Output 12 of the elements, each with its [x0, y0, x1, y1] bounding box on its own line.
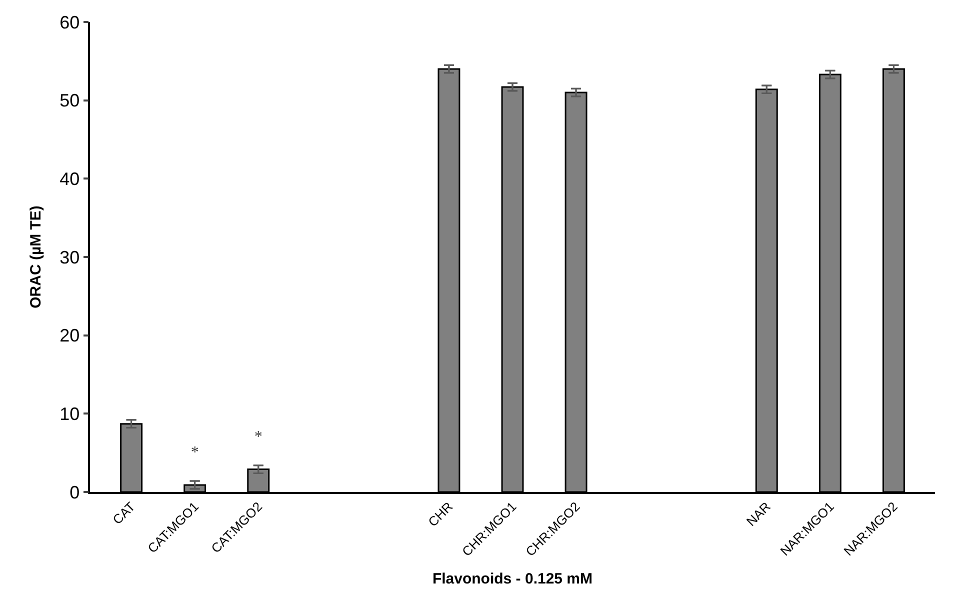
y-tick-label: 0 — [70, 482, 80, 502]
x-axis-title: Flavonoids - 0.125 mM — [432, 570, 593, 588]
y-tick-label: 10 — [60, 404, 80, 424]
data-label: * — [254, 428, 262, 446]
y-tick-label: 20 — [60, 326, 80, 346]
x-tick-label: CAT — [110, 498, 138, 528]
data-label: * — [190, 444, 199, 462]
y-tick-label: 50 — [60, 90, 80, 111]
y-tick-label: 60 — [60, 12, 80, 32]
y-tick-label: 30 — [60, 247, 80, 268]
y-axis-title: ORAC (µM TE) — [27, 206, 44, 308]
y-tick-label: 40 — [60, 168, 80, 189]
